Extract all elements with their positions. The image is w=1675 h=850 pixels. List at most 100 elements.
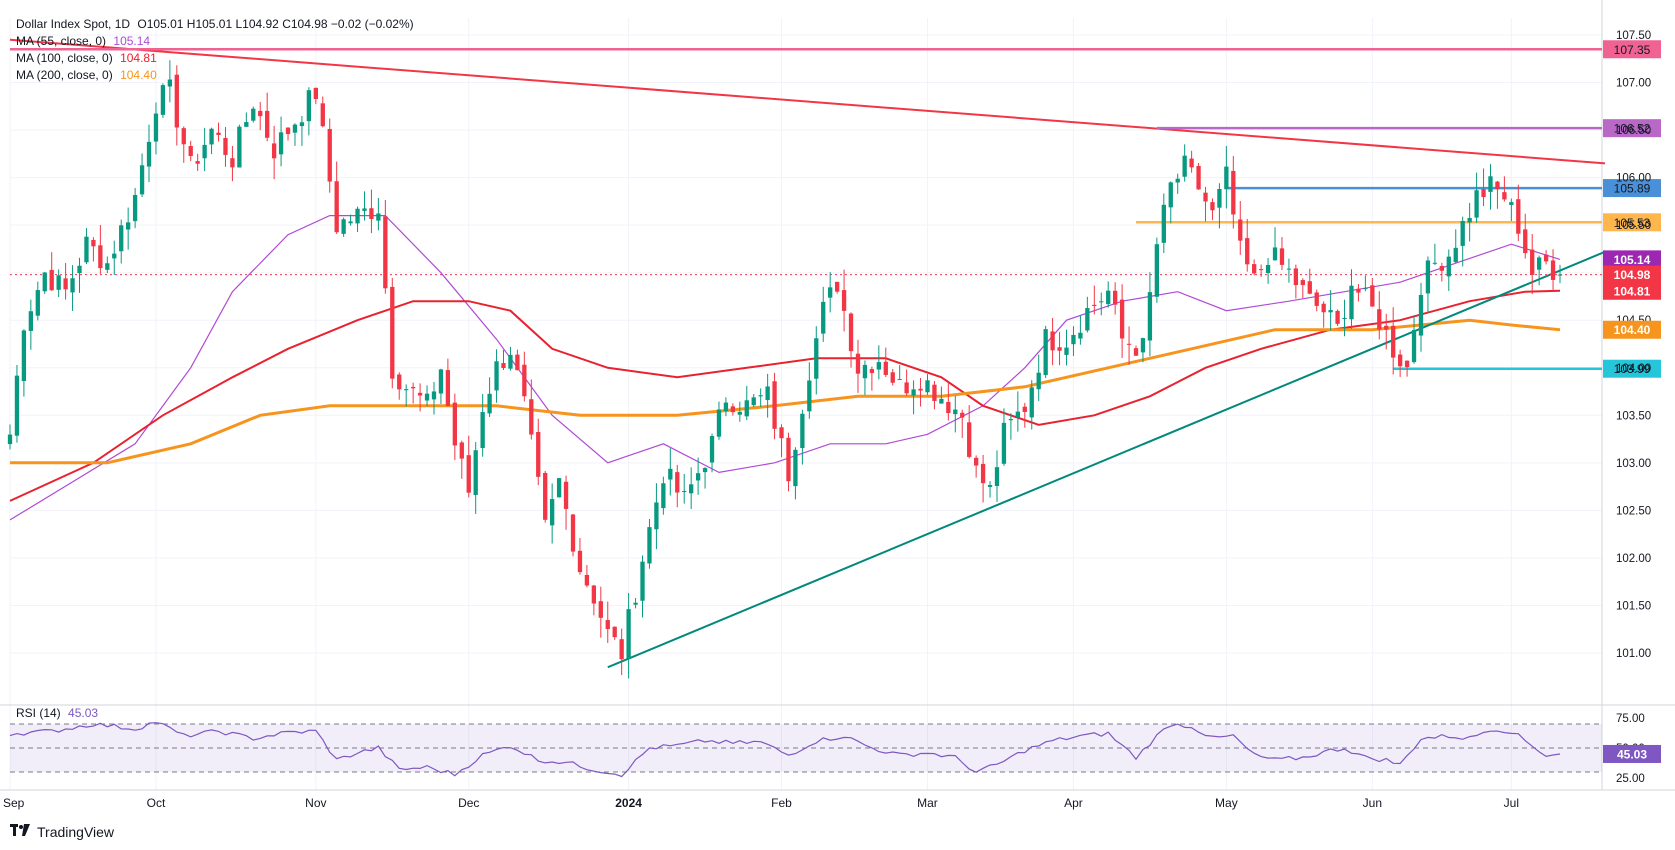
chart-legend: Dollar Index Spot, 1D O105.01 H105.01 L1… (16, 16, 414, 84)
candle-body (1397, 354, 1403, 367)
candle-body (63, 278, 68, 290)
candle-body (1022, 406, 1027, 412)
candle-body (404, 389, 409, 391)
price-label-bg (1603, 265, 1661, 284)
candle-body (278, 132, 284, 155)
ohlc-values: O105.01 H105.01 L104.92 C104.98 −0.02 (−… (137, 17, 414, 31)
candle-body (1530, 249, 1535, 275)
candle-body (626, 609, 631, 659)
candle-body (737, 411, 742, 415)
candle-body (967, 422, 972, 457)
candle-body (424, 393, 430, 401)
candle-body (1175, 178, 1180, 183)
candle-body (84, 236, 89, 263)
candle-body (779, 427, 784, 439)
grid (9, 18, 1602, 790)
candle-body (1370, 285, 1375, 307)
candle-body (501, 363, 506, 369)
level-label: 107.35 (1614, 43, 1651, 57)
price-tick: 107.50 (1616, 30, 1651, 42)
candle-body (1377, 309, 1382, 330)
rsi-tick: 75.00 (1616, 713, 1645, 725)
price-tick: 104.00 (1616, 363, 1651, 375)
candle-body (661, 483, 666, 509)
candle-body (869, 369, 875, 374)
price-tick: 102.00 (1616, 553, 1651, 565)
candle-body (689, 484, 694, 494)
candle-body (619, 639, 624, 660)
candle-body (598, 601, 603, 618)
time-tick: Feb (771, 796, 792, 810)
candle-body (397, 374, 402, 390)
candle-body (452, 402, 457, 446)
candle-body (1224, 166, 1229, 190)
candle-body (174, 74, 179, 128)
symbol-title: Dollar Index Spot, 1D (16, 17, 131, 31)
candle-body (723, 402, 729, 412)
candle-body (306, 90, 312, 122)
candle-body (1467, 218, 1472, 223)
candle-body (668, 468, 673, 480)
ma55-legend[interactable]: MA (55, close, 0) 105.14 (16, 33, 414, 50)
candle-body (1231, 170, 1236, 215)
rsi-legend[interactable]: RSI (14) 45.03 (16, 706, 98, 720)
candle-body (1404, 360, 1410, 368)
candle-body (1203, 192, 1208, 202)
candle-body (897, 379, 902, 381)
candle-body (911, 389, 916, 396)
candle-body (605, 620, 610, 630)
level-label-bg (1603, 40, 1661, 59)
candle-body (848, 313, 854, 352)
candle-body (390, 286, 395, 379)
candle-body (828, 287, 833, 298)
candle-body (28, 311, 34, 331)
candle-body (132, 195, 138, 222)
candle-body (1279, 248, 1285, 265)
candle-body (1050, 331, 1055, 351)
candle-body (1411, 329, 1417, 363)
ma55-value: 105.14 (113, 34, 151, 48)
candle-body (786, 437, 791, 482)
candle-body (480, 412, 485, 449)
candle-body (591, 585, 597, 604)
level-label: 106.52 (1614, 122, 1651, 136)
candle-body (1543, 254, 1549, 262)
candle-body (1008, 419, 1014, 421)
candle-body (445, 370, 451, 406)
candle-body (1550, 260, 1556, 280)
ma200-legend[interactable]: MA (200, close, 0) 104.40 (16, 67, 414, 84)
rsi-line (9, 722, 1561, 778)
candle-body (35, 290, 40, 316)
candle-body (515, 354, 520, 371)
candle-body (939, 398, 944, 404)
candle-body (348, 221, 353, 224)
candle-body (153, 113, 159, 142)
ma100-line (9, 289, 1561, 502)
candle-body (1293, 268, 1299, 286)
candle-body (1460, 220, 1465, 246)
candle-body (1029, 387, 1034, 418)
candle-body (355, 208, 360, 224)
candle-body (258, 110, 263, 117)
candle-body (209, 128, 214, 145)
tradingview-logo[interactable]: TradingView (10, 824, 114, 840)
price-tick: 101.50 (1616, 600, 1651, 612)
candle-body (1078, 332, 1083, 339)
candle-body (1502, 192, 1507, 200)
candle-body (146, 141, 152, 167)
rsi-panel (9, 722, 1602, 778)
rsi-label: RSI (14) (16, 706, 61, 720)
candle-body (584, 574, 590, 586)
candle-body (953, 409, 958, 415)
price-tick: 105.50 (1616, 220, 1651, 232)
ma100-legend[interactable]: MA (100, close, 0) 104.81 (16, 50, 414, 67)
candle-body (334, 181, 339, 233)
time-tick: Jun (1363, 796, 1382, 810)
candle-body (1536, 257, 1542, 270)
candle-body (883, 361, 888, 375)
candle-body (77, 265, 82, 274)
candle-body (431, 391, 437, 400)
candle-body (862, 364, 868, 379)
candle-body (1196, 165, 1201, 190)
